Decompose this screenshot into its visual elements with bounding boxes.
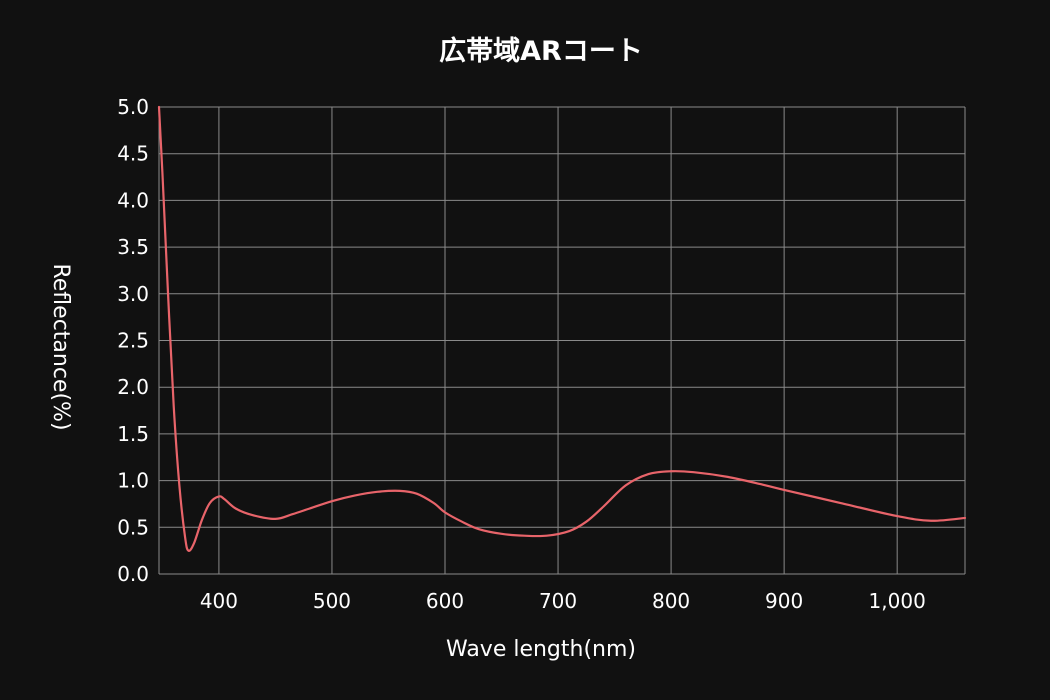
y-axis-label: Reflectance(%) xyxy=(48,263,73,430)
y-tick-label: 0.5 xyxy=(117,515,149,539)
x-tick-label: 1,000 xyxy=(869,589,926,613)
y-tick-label: 1.0 xyxy=(117,469,149,493)
y-tick-label: 4.0 xyxy=(117,188,149,212)
x-tick-label: 900 xyxy=(765,589,803,613)
y-tick-label: 3.0 xyxy=(117,282,149,306)
y-tick-label: 5.0 xyxy=(117,95,149,119)
x-axis-label: Wave length(nm) xyxy=(446,637,636,662)
x-tick-label: 800 xyxy=(652,589,690,613)
x-axis-ticks: 400 500 600 700 800 900 1,000 xyxy=(200,589,926,613)
x-tick-label: 600 xyxy=(426,589,464,613)
y-tick-label: 3.5 xyxy=(117,235,149,259)
x-tick-label: 700 xyxy=(539,589,577,613)
y-tick-label: 2.5 xyxy=(117,329,149,353)
x-tick-label: 400 xyxy=(200,589,238,613)
y-tick-label: 4.5 xyxy=(117,142,149,166)
chart-title: 広帯域ARコート xyxy=(439,35,643,67)
x-tick-label: 500 xyxy=(313,589,351,613)
y-tick-label: 2.0 xyxy=(117,375,149,399)
y-axis-ticks: 0.0 0.5 1.0 1.5 2.0 2.5 3.0 3.5 4.0 4.5 5.0 xyxy=(117,95,149,586)
y-tick-label: 0.0 xyxy=(117,562,149,586)
reflectance-series-line xyxy=(157,105,967,552)
y-tick-label: 1.5 xyxy=(117,422,149,446)
